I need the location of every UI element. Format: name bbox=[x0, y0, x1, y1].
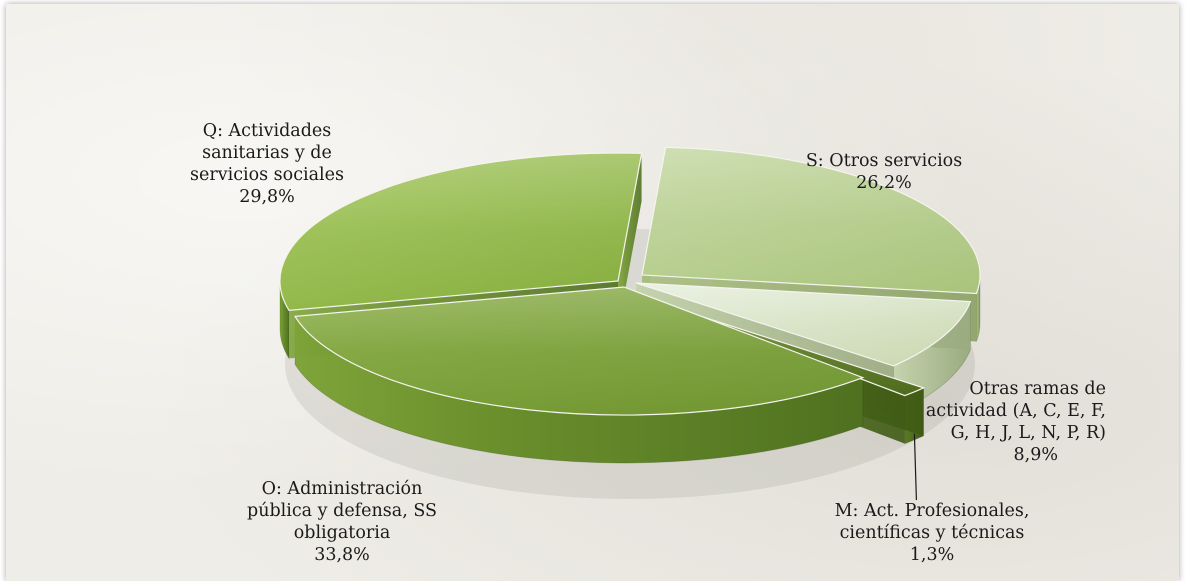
leader-line-M bbox=[913, 433, 918, 501]
pie-cut-Q-1 bbox=[618, 153, 642, 329]
chart-background: S: Otros servicios 26,2% Otras ramas de act… bbox=[6, 4, 1179, 581]
slice-labels: S: Otros servicios 26,2% Otras ramas de act… bbox=[190, 121, 1106, 565]
slice-label-M: M: Act. Profesionales, científicas y técn… bbox=[835, 501, 1030, 565]
slice-label-line-Q: servicios sociales bbox=[190, 165, 344, 185]
slice-label-line-S: S: Otros servicios bbox=[806, 151, 962, 171]
slice-value-M: 1,3% bbox=[910, 545, 954, 565]
slice-label-Q: Q: Actividades sanitarias y de servicios s… bbox=[190, 121, 344, 207]
slice-value-Otras: 8,9% bbox=[1014, 445, 1058, 465]
pie-slice-gloss-S bbox=[642, 147, 980, 294]
slice-label-line-Q: sanitarias y de bbox=[202, 143, 332, 163]
slice-label-O: O: Administración pública y defensa, SS ob… bbox=[247, 479, 437, 565]
slice-label-line-Otras: actividad (A, C, E, F, bbox=[926, 401, 1106, 421]
pie-slices bbox=[279, 146, 981, 416]
slice-value-O: 33,8% bbox=[314, 545, 370, 565]
slice-label-Otras: Otras ramas de actividad (A, C, E, F, G, H… bbox=[926, 379, 1106, 465]
slice-value-S: 26,2% bbox=[856, 173, 912, 193]
slice-label-line-Otras: G, H, J, L, N, P, R) bbox=[951, 423, 1106, 443]
pie-chart: S: Otros servicios 26,2% Otras ramas de act… bbox=[190, 121, 1106, 565]
slice-label-line-O: obligatoria bbox=[294, 523, 391, 543]
slice-label-line-M: científicas y técnicas bbox=[840, 523, 1025, 543]
slice-value-Q: 29,8% bbox=[239, 187, 295, 207]
slice-label-line-Q: Q: Actividades bbox=[203, 121, 332, 141]
pie-slice-gloss-Otras bbox=[636, 283, 971, 366]
slice-label-line-Otras: Otras ramas de bbox=[969, 379, 1106, 399]
slice-label-line-M: M: Act. Profesionales, bbox=[835, 501, 1030, 521]
pie-slice-gloss-Q bbox=[280, 153, 642, 311]
pie-slice-gloss-O bbox=[295, 287, 863, 415]
slice-label-line-O: pública y defensa, SS bbox=[247, 501, 437, 521]
slice-label-S: S: Otros servicios 26,2% bbox=[806, 151, 962, 193]
slice-label-line-O: O: Administración bbox=[262, 479, 423, 499]
leader-lines bbox=[913, 433, 918, 501]
